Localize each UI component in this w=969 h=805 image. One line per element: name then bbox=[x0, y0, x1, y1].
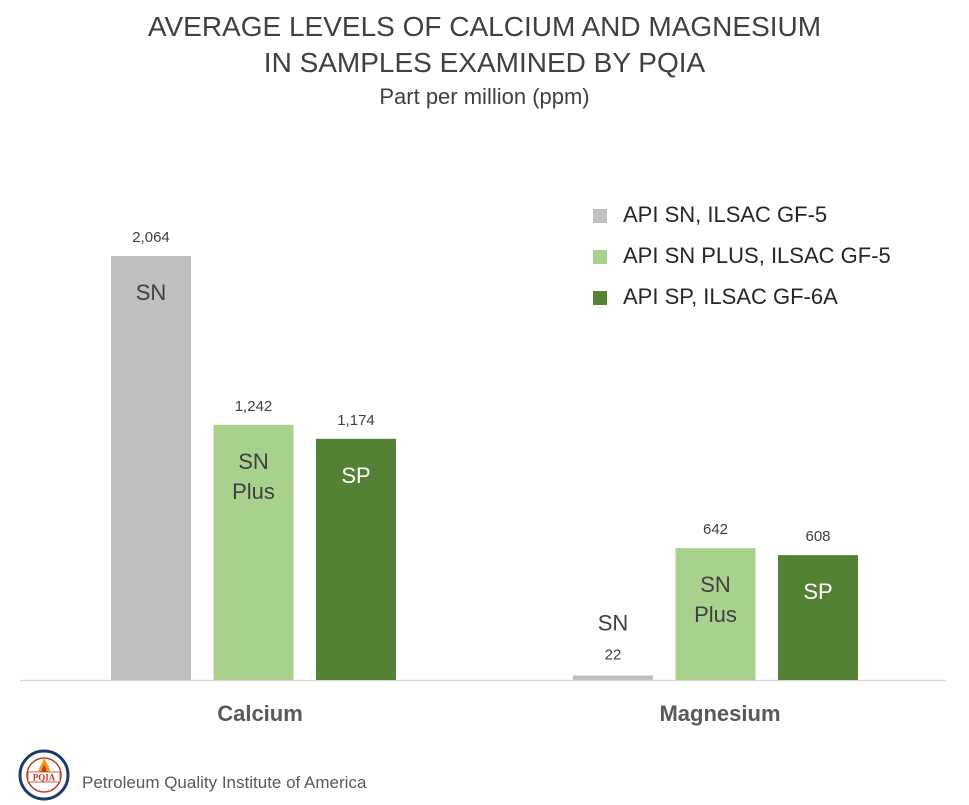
bar-label-magnesium-sn-plus-1: Plus bbox=[694, 602, 737, 627]
legend-swatch-sp bbox=[593, 291, 607, 305]
footer-organization: Petroleum Quality Institute of America bbox=[82, 773, 367, 792]
logo-text: PQIA bbox=[33, 773, 56, 783]
legend-label-sn-plus: API SN PLUS, ILSAC GF-5 bbox=[623, 243, 891, 268]
data-label-calcium-sp: 1,174 bbox=[337, 412, 375, 429]
bar-label-magnesium-sn-plus-0: SN bbox=[700, 572, 731, 597]
legend-label-sn: API SN, ILSAC GF-5 bbox=[623, 202, 828, 227]
bar-calcium-sn bbox=[111, 256, 191, 680]
data-label-magnesium-sn: 22 bbox=[605, 646, 622, 663]
legend-swatch-sn-plus bbox=[593, 250, 607, 264]
bar-calcium-sp bbox=[316, 438, 396, 680]
bar-label-calcium-sn-plus-1: Plus bbox=[232, 479, 275, 504]
data-label-calcium-sn-plus: 1,242 bbox=[235, 398, 273, 415]
x-tick-label-magnesium: Magnesium bbox=[659, 701, 780, 726]
bar-label-calcium-sp-0: SP bbox=[341, 463, 370, 488]
x-tick-label-calcium: Calcium bbox=[217, 701, 303, 726]
bar-label-magnesium-sn-0: SN bbox=[598, 610, 629, 635]
bar-magnesium-sn bbox=[573, 675, 653, 680]
data-label-calcium-sn: 2,064 bbox=[132, 229, 170, 246]
chart-title-line-1: AVERAGE LEVELS OF CALCIUM AND MAGNESIUM bbox=[147, 11, 822, 42]
chart-subtitle: Part per million (ppm) bbox=[379, 84, 590, 109]
bar-magnesium-sn-plus bbox=[675, 548, 756, 680]
bar-label-calcium-sn-0: SN bbox=[136, 280, 167, 305]
bar-magnesium-sp bbox=[778, 555, 858, 680]
legend-swatch-sn bbox=[593, 209, 607, 223]
bar-label-magnesium-sp-0: SP bbox=[803, 579, 832, 604]
bar-label-calcium-sn-plus-0: SN bbox=[238, 449, 269, 474]
data-label-magnesium-sn-plus: 642 bbox=[703, 521, 728, 538]
chart-title-line-2: IN SAMPLES EXAMINED BY PQIA bbox=[263, 47, 706, 78]
data-label-magnesium-sp: 608 bbox=[805, 528, 830, 545]
pqia-seal-logo-icon: PQIA bbox=[18, 749, 70, 801]
bar-calcium-sn-plus bbox=[213, 424, 294, 680]
legend-label-sp: API SP, ILSAC GF-6A bbox=[623, 284, 838, 309]
